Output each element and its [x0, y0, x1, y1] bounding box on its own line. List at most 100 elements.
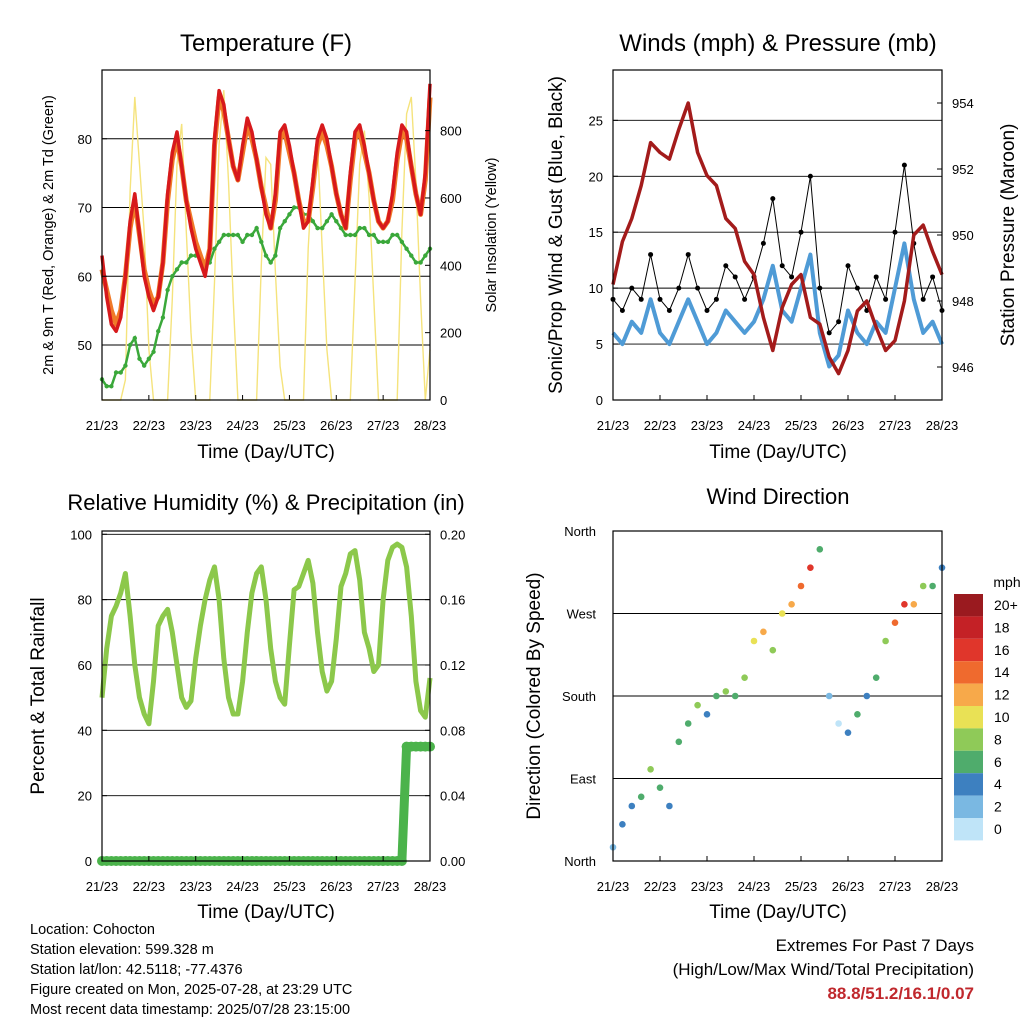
- direction-point: [628, 802, 636, 810]
- legend-swatch: [954, 706, 983, 729]
- legend-label: 0: [994, 821, 1002, 837]
- gust-point: [638, 296, 644, 302]
- gust-point: [770, 196, 776, 202]
- direction-title: Wind Direction: [706, 484, 849, 509]
- direction-point: [647, 766, 654, 773]
- legend-swatch: [954, 594, 983, 617]
- legend-label: 12: [994, 687, 1010, 703]
- p2-left-tick-label: 25: [589, 113, 603, 128]
- p3-time-tick-label: 22/23: [133, 879, 166, 894]
- direction-point: [750, 637, 758, 645]
- extremes-values: 88.8/51.2/16.1/0.07: [827, 984, 974, 1003]
- gust-point: [676, 285, 682, 291]
- p1-time-tick-label: 21/23: [86, 418, 119, 433]
- winds-plot-area: [610, 101, 945, 401]
- p3-right-tick-label: 0.00: [440, 854, 465, 869]
- direction-point: [656, 784, 664, 791]
- direction-point: [835, 720, 842, 727]
- winds-ylabel-right: Station Pressure (Maroon): [998, 124, 1019, 347]
- p2-time-tick-label: 25/23: [785, 418, 818, 433]
- direction-point: [760, 628, 767, 636]
- gust-point: [836, 319, 842, 325]
- recent-timestamp: Most recent data timestamp: 2025/07/28 2…: [30, 1002, 351, 1018]
- p1-time-tick-label: 28/23: [414, 418, 447, 433]
- direction-point: [694, 701, 701, 709]
- humidity-line: [99, 541, 433, 727]
- p4-time-tick-label: 26/23: [832, 879, 865, 894]
- p2-left-tick-label: 15: [589, 225, 603, 240]
- p2-left-tick-label: 10: [589, 281, 603, 296]
- gust-point: [723, 263, 729, 269]
- gust-point: [657, 296, 663, 302]
- p1-left-tick-label: 50: [78, 338, 92, 353]
- legend-label: 10: [994, 709, 1010, 725]
- p3-left-tick-label: 40: [78, 723, 92, 738]
- dewpoint-line: [100, 206, 432, 388]
- direction-point: [882, 637, 889, 645]
- temperature-frame: [101, 69, 431, 401]
- winds-title: Winds (mph) & Pressure (mb): [619, 30, 936, 57]
- humidity-ylabel-left: Percent & Total Rainfall: [28, 597, 49, 794]
- p2-right-tick-label: 950: [952, 228, 974, 243]
- p3-time-tick-label: 26/23: [320, 879, 353, 894]
- legend-label: 8: [994, 731, 1002, 747]
- p3-time-tick-label: 27/23: [367, 879, 400, 894]
- p1-time-tick-label: 26/23: [320, 418, 353, 433]
- legend-label: 6: [994, 754, 1002, 770]
- direction-point: [788, 601, 795, 608]
- gust-point: [883, 296, 889, 302]
- legend-swatch: [954, 683, 983, 706]
- direction-point: [901, 601, 908, 608]
- gust-point: [826, 330, 832, 336]
- gust-point: [685, 252, 691, 258]
- legend-label: 2: [994, 799, 1002, 815]
- gust-point: [854, 285, 860, 291]
- direction-point: [731, 692, 739, 700]
- direction-point: [666, 802, 673, 810]
- gust-point: [704, 308, 710, 314]
- gust-point: [845, 263, 851, 269]
- p4-time-tick-label: 27/23: [879, 879, 912, 894]
- p4-time-tick-label: 23/23: [691, 879, 724, 894]
- direction-plot-area: [609, 546, 946, 851]
- p2-left-tick-label: 20: [589, 169, 603, 184]
- extremes-title: Extremes For Past 7 Days: [775, 936, 974, 955]
- winds-panel: Winds (mph) & Pressure (mb) Time (Day/UT…: [546, 30, 1019, 463]
- p2-time-tick-label: 22/23: [644, 418, 677, 433]
- p1-right-tick-label: 200: [440, 326, 462, 341]
- humidity-xlabel: Time (Day/UTC): [197, 902, 335, 923]
- extremes-subtitle: (High/Low/Max Wind/Total Precipitation): [672, 960, 974, 979]
- humidity-ticks: 0 20 40 60 80 100 0.00 0.04 0.08 0.12 0.16 0.20 21/2…: [70, 527, 465, 894]
- direction-point: [769, 646, 777, 654]
- speed-legend: mph 20+ 18 16 14 12 10 8 6 4 2 0: [954, 574, 1021, 841]
- direction-point: [797, 582, 805, 590]
- gust-point: [789, 274, 795, 280]
- direction-point: [825, 692, 833, 700]
- p2-left-tick-label: 5: [596, 337, 603, 352]
- station-info: Location: Cohocton Station elevation: 59…: [30, 920, 352, 1020]
- winds-ylabel-left: Sonic/Prop Wind & Gust (Blue, Black): [546, 76, 567, 394]
- p3-time-tick-label: 23/23: [179, 879, 212, 894]
- p4-left-tick-label: North: [564, 854, 596, 869]
- p3-right-tick-label: 0.20: [440, 527, 465, 542]
- p2-time-tick-label: 26/23: [832, 418, 865, 433]
- direction-point: [863, 692, 871, 700]
- p1-right-tick-label: 0: [440, 393, 447, 408]
- p2-right-tick-label: 954: [952, 96, 974, 111]
- direction-ylabel-left: Direction (Colored By Speed): [524, 572, 545, 819]
- p2-time-tick-label: 27/23: [879, 418, 912, 433]
- direction-point: [910, 601, 918, 608]
- gust-point: [619, 308, 625, 314]
- gust-point: [648, 252, 654, 258]
- p3-right-tick-label: 0.04: [440, 789, 465, 804]
- p3-time-tick-label: 25/23: [273, 879, 306, 894]
- p2-right-tick-label: 952: [952, 162, 974, 177]
- p3-time-tick-label: 21/23: [86, 879, 119, 894]
- gust-point: [629, 285, 635, 291]
- gust-point: [732, 274, 738, 280]
- p1-time-tick-label: 25/23: [273, 418, 306, 433]
- gust-point: [760, 240, 766, 246]
- p4-time-tick-label: 22/23: [644, 879, 677, 894]
